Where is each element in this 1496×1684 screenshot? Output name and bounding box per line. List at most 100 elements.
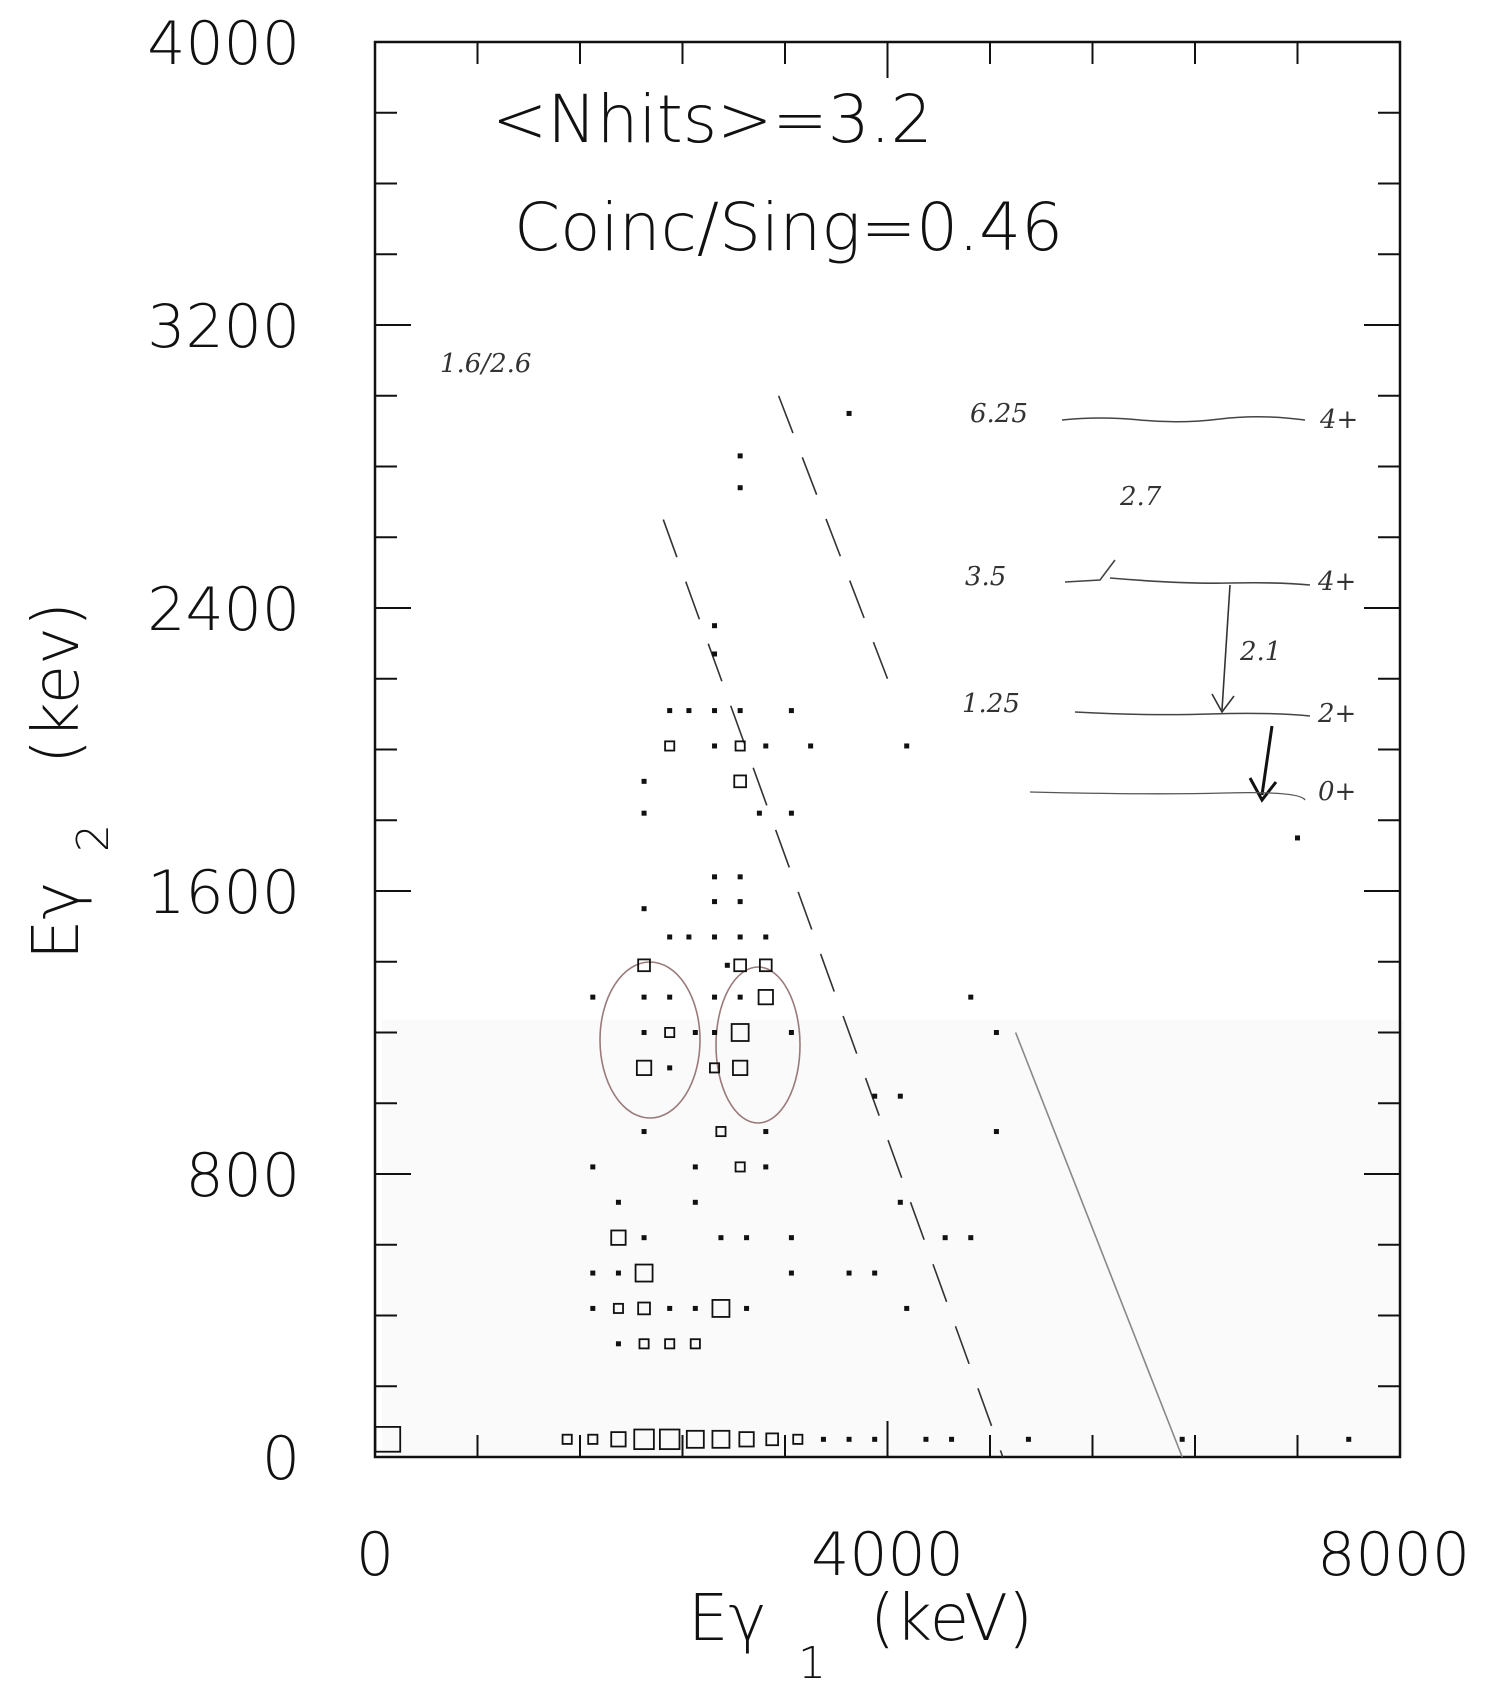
x-tick-label: 4000 <box>811 1520 964 1590</box>
data-point <box>763 1129 769 1135</box>
arrow-1 <box>1211 584 1235 714</box>
data-point <box>641 1030 647 1035</box>
data-point <box>820 1436 826 1442</box>
y-axis-title-symbol: Eγ <box>20 882 94 960</box>
y-tick-label: 2400 <box>147 575 300 645</box>
gate-ellipse-right <box>715 966 801 1124</box>
data-point <box>1025 1436 1031 1442</box>
data-point <box>788 1235 794 1241</box>
data-point <box>872 1093 878 1099</box>
x-axis-title-subscript: 1 <box>798 1638 826 1684</box>
data-points <box>374 410 1352 1453</box>
data-point <box>808 743 814 749</box>
data-point <box>732 1059 749 1076</box>
y-tick-label: 800 <box>185 1141 300 1211</box>
shaded-region <box>382 1020 1404 1456</box>
data-point <box>692 1199 698 1205</box>
data-point <box>846 1436 852 1442</box>
x-tick-label: 8000 <box>1317 1520 1470 1590</box>
data-point <box>757 989 774 1006</box>
data-point <box>744 1235 750 1241</box>
level-line-2 <box>1064 559 1311 586</box>
data-point <box>968 994 974 1000</box>
data-point <box>712 994 718 1000</box>
data-point <box>737 485 743 491</box>
y-axis-title: Eγ 2 (kev) <box>20 602 119 960</box>
data-point <box>615 1270 621 1276</box>
level-spin-2: 4+ <box>1317 567 1356 597</box>
diagonal-guide-lines <box>662 395 1183 1458</box>
data-point <box>667 1305 673 1311</box>
data-point <box>737 899 743 905</box>
y-tick-labels: 0 800 1600 2400 3200 4000 <box>147 9 300 1494</box>
data-point <box>709 1062 721 1074</box>
data-point <box>923 1436 929 1442</box>
data-point <box>993 1129 999 1135</box>
data-point <box>634 1263 654 1283</box>
data-point <box>637 958 651 973</box>
level-spin-4: 0+ <box>1318 777 1356 807</box>
data-point <box>738 1431 755 1448</box>
data-point <box>692 1164 698 1170</box>
arrow-2 <box>1248 725 1278 803</box>
data-point <box>689 1338 701 1350</box>
data-point <box>846 1270 852 1276</box>
data-point <box>610 1431 627 1448</box>
data-point <box>788 1030 794 1035</box>
annotation-coinc-sing: Coinc/Sing=0.46 <box>514 189 1063 266</box>
data-point <box>758 958 773 973</box>
data-point <box>712 1030 718 1035</box>
data-point <box>730 1023 750 1042</box>
data-point <box>587 1433 599 1445</box>
level-spin-3: 2+ <box>1317 699 1356 729</box>
data-point <box>715 1126 727 1138</box>
y-tick-label: 3200 <box>147 292 300 362</box>
data-point <box>968 1235 974 1241</box>
x-axis-title: Eγ 1 (keV) <box>688 1582 1033 1684</box>
data-point <box>1295 835 1300 841</box>
y-axis-title-unit: (kev) <box>20 602 94 764</box>
data-point <box>765 1432 779 1447</box>
data-point <box>897 1093 903 1099</box>
data-point <box>733 774 747 789</box>
data-point <box>686 708 692 714</box>
data-point <box>734 740 746 752</box>
y-tick-label: 1600 <box>147 858 300 928</box>
transition-label-2: 2.1 <box>1239 637 1281 667</box>
data-point <box>712 874 718 880</box>
level-line-1 <box>1061 416 1306 423</box>
data-point <box>692 1030 698 1035</box>
transition-label-1: 2.7 <box>1119 482 1162 512</box>
x-axis-title-symbol: Eγ <box>688 1582 766 1656</box>
data-point <box>788 1270 794 1276</box>
data-point <box>711 1429 731 1449</box>
data-point <box>615 1199 621 1205</box>
data-point <box>612 1302 624 1314</box>
data-point <box>718 1235 724 1241</box>
x-tick-label: 0 <box>356 1520 394 1590</box>
data-point <box>711 1299 731 1318</box>
handwritten-level-scheme: 1.6/2.6 6.25 4+ 2.7 3.5 4+ 2.1 1.25 2+ 0… <box>440 349 1358 807</box>
data-point <box>1346 1436 1352 1442</box>
level-energy-1: 6.25 <box>970 399 1028 429</box>
data-point <box>1179 1436 1185 1442</box>
data-point <box>633 1428 655 1451</box>
data-point <box>712 743 718 749</box>
data-point <box>667 994 673 1000</box>
level-spin-1: 4+ <box>1319 405 1358 435</box>
data-point <box>641 810 647 816</box>
data-point <box>685 1429 705 1449</box>
data-point <box>737 934 743 940</box>
data-point <box>658 1428 681 1451</box>
handwritten-note: 1.6/2.6 <box>440 349 531 379</box>
y-axis-title-subscript: 2 <box>68 824 119 852</box>
data-point <box>374 1426 402 1453</box>
data-point <box>724 962 730 968</box>
data-point <box>561 1433 573 1445</box>
data-point <box>788 810 794 816</box>
data-point <box>712 708 718 714</box>
data-point <box>763 1164 769 1170</box>
data-point <box>949 1436 955 1442</box>
data-point <box>993 1030 999 1035</box>
